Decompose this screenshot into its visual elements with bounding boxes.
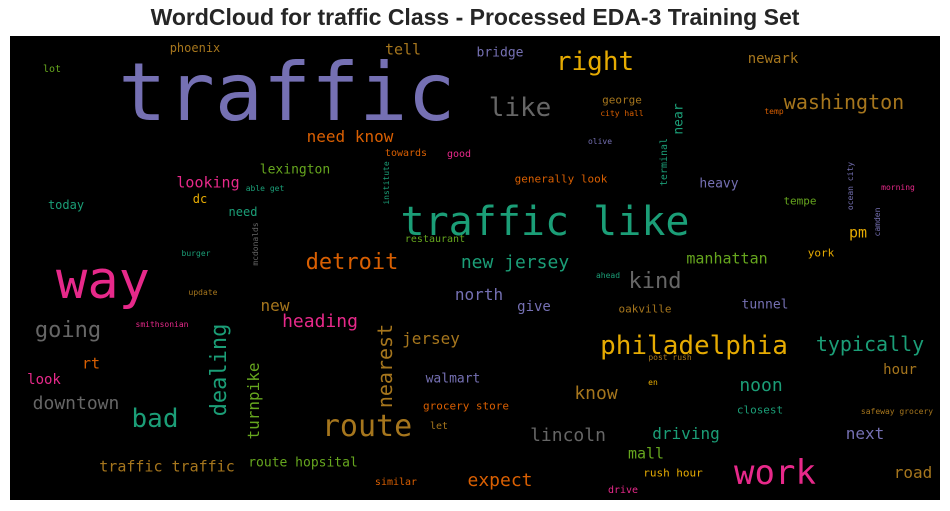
word-north: north bbox=[454, 285, 504, 304]
word-today: today bbox=[47, 198, 85, 212]
word-way: way bbox=[56, 251, 150, 311]
word-know: know bbox=[574, 383, 618, 404]
word-heavy: heavy bbox=[699, 176, 739, 192]
word-rt: rt bbox=[81, 354, 101, 373]
word-ahead: ahead bbox=[595, 271, 621, 280]
word-new-jersey: new jersey bbox=[460, 252, 570, 273]
word-let: let bbox=[429, 421, 449, 432]
word-rush-hour: rush hour bbox=[643, 466, 703, 480]
word-dealing: dealing bbox=[207, 323, 232, 417]
word-morning: morning bbox=[881, 183, 915, 192]
word-looking: looking bbox=[176, 173, 240, 192]
word-temp: temp bbox=[764, 107, 784, 116]
word-expect: expect bbox=[467, 470, 533, 491]
word-dc: dc bbox=[192, 192, 208, 206]
word-generally-look: generally look bbox=[514, 172, 608, 186]
word-walmart: walmart bbox=[425, 371, 481, 387]
word-philadelphia: philadelphia bbox=[600, 331, 788, 361]
word-ocean-city: ocean city bbox=[846, 161, 855, 211]
word-mall: mall bbox=[627, 444, 665, 463]
word-traffic-like: traffic like bbox=[400, 199, 690, 245]
word-look: look bbox=[27, 372, 61, 388]
word-work: work bbox=[734, 453, 816, 493]
word-need-know: need know bbox=[306, 127, 394, 146]
word-institute: institute bbox=[382, 161, 391, 205]
word-nearest: nearest bbox=[373, 323, 397, 409]
word-safeway-grocery: safeway grocery bbox=[860, 407, 934, 416]
word-bad: bad bbox=[131, 404, 179, 434]
word-noon: noon bbox=[739, 375, 783, 396]
word-traffic-traffic: traffic traffic bbox=[99, 457, 235, 476]
word-camden: camden bbox=[873, 207, 882, 237]
word-tell: tell bbox=[384, 40, 422, 59]
word-grocery-store: grocery store bbox=[422, 399, 510, 413]
word-driving: driving bbox=[652, 424, 720, 443]
word-good: good bbox=[446, 149, 472, 160]
word-kind: kind bbox=[628, 269, 682, 294]
word-lexington: lexington bbox=[259, 162, 331, 178]
word-burger: burger bbox=[181, 249, 211, 258]
word-smithsonian: smithsonian bbox=[135, 320, 189, 329]
word-similar: similar bbox=[374, 477, 418, 488]
word-lot: lot bbox=[42, 64, 62, 75]
word-phoenix: phoenix bbox=[169, 41, 221, 55]
word-route: route bbox=[321, 409, 413, 444]
word-olive: olive bbox=[587, 137, 613, 146]
word-road: road bbox=[893, 463, 933, 482]
word-york: york bbox=[807, 246, 835, 260]
word-city-hall: city hall bbox=[600, 109, 644, 118]
word-drive: drive bbox=[607, 485, 639, 496]
word-traffic: traffic bbox=[118, 46, 456, 139]
word-new: new bbox=[260, 296, 290, 315]
word-oakville: oakville bbox=[618, 302, 672, 316]
word-manhattan: manhattan bbox=[686, 249, 768, 268]
word-detroit: detroit bbox=[305, 250, 399, 275]
word-typically: typically bbox=[815, 332, 925, 356]
word-tunnel: tunnel bbox=[741, 297, 789, 313]
word-jersey: jersey bbox=[402, 329, 460, 348]
word-next: next bbox=[845, 424, 885, 443]
word-terminal: terminal bbox=[659, 137, 670, 187]
word-give: give bbox=[517, 299, 551, 315]
word-going: going bbox=[34, 318, 102, 343]
word-closest: closest bbox=[736, 403, 784, 417]
word-need: need bbox=[228, 205, 258, 219]
word-cloud: traffic traffic like way work route philadelp… bbox=[10, 36, 940, 500]
word-able-get: able get bbox=[245, 184, 285, 193]
word-route-hopsital: route hopsital bbox=[248, 455, 358, 471]
word-en: en bbox=[648, 378, 658, 387]
word-newark: newark bbox=[747, 51, 799, 67]
word-restaurant: restaurant bbox=[404, 234, 466, 245]
word-bridge: bridge bbox=[476, 45, 524, 61]
word-towards: towards bbox=[384, 148, 428, 159]
word-downtown: downtown bbox=[32, 393, 120, 414]
word-heading: heading bbox=[282, 311, 358, 332]
word-lincoln: lincoln bbox=[530, 425, 606, 446]
word-tempe: tempe bbox=[783, 194, 817, 208]
word-like: like bbox=[488, 93, 552, 123]
word-update: update bbox=[188, 288, 218, 297]
word-hour: hour bbox=[883, 362, 917, 378]
word-mcdonalds: mcdonalds bbox=[251, 222, 260, 266]
word-washington: washington bbox=[783, 90, 905, 114]
word-george: george bbox=[602, 93, 642, 107]
word-near: near bbox=[671, 103, 687, 135]
word-turnpike: turnpike bbox=[244, 362, 263, 440]
word-post-rush: post rush bbox=[648, 353, 692, 362]
chart-title: WordCloud for traffic Class - Processed … bbox=[150, 4, 800, 30]
word-right: right bbox=[555, 47, 635, 77]
word-pm: pm bbox=[848, 223, 868, 242]
